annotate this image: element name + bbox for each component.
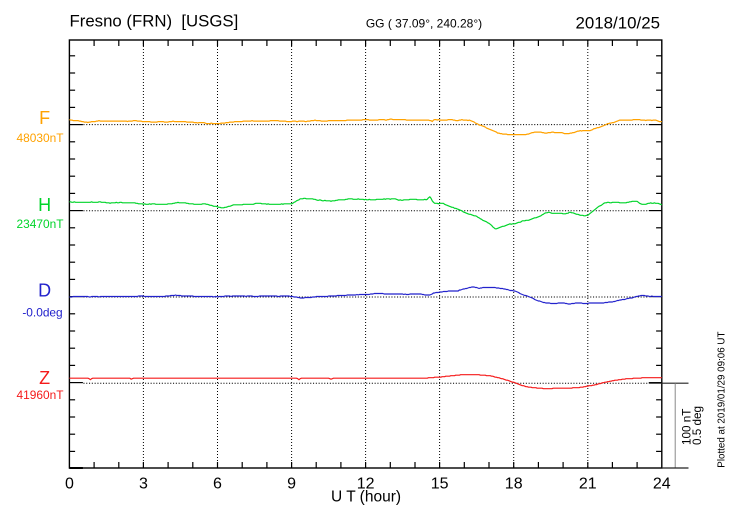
svg-text:GG ( 37.09°, 240.28°): GG ( 37.09°, 240.28°) [366,17,482,31]
svg-text:2018/10/25: 2018/10/25 [575,14,660,33]
svg-text:0.5 deg: 0.5 deg [691,406,704,445]
svg-text:3: 3 [139,475,148,492]
svg-text:0: 0 [65,475,74,492]
svg-text:100 nT: 100 nT [681,409,694,445]
svg-text:41960nT: 41960nT [17,388,64,402]
svg-text:Fresno (FRN) [USGS]: Fresno (FRN) [USGS] [70,11,239,30]
svg-text:-0.0deg: -0.0deg [22,305,62,319]
svg-text:F: F [39,108,50,128]
svg-text:15: 15 [431,475,449,492]
svg-text:U T (hour): U T (hour) [331,489,401,506]
svg-text:H: H [38,195,51,215]
svg-text:48030nT: 48030nT [17,131,64,145]
svg-text:24: 24 [653,475,671,492]
svg-text:Z: Z [39,368,50,388]
svg-text:21: 21 [579,475,597,492]
svg-text:6: 6 [213,475,222,492]
svg-text:D: D [38,281,51,301]
svg-text:Plotted at 2019/01/29 09:06 UT: Plotted at 2019/01/29 09:06 UT [716,332,727,468]
svg-text:9: 9 [287,475,296,492]
svg-text:12: 12 [357,475,375,492]
svg-text:23470nT: 23470nT [17,217,64,231]
svg-text:18: 18 [505,475,523,492]
